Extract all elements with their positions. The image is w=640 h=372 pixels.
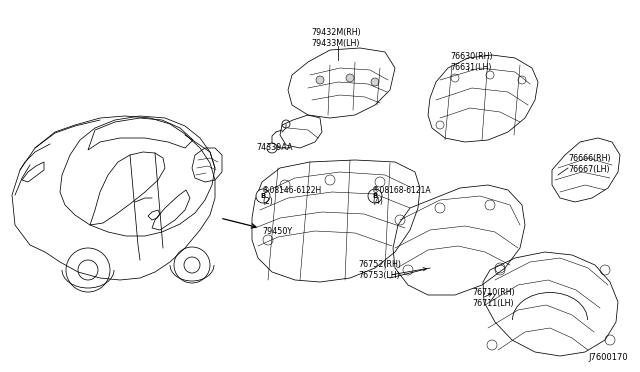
Text: 76752(RH)
76753(LH): 76752(RH) 76753(LH) [358,260,401,280]
Text: 79432M(RH)
79433M(LH): 79432M(RH) 79433M(LH) [311,28,361,48]
Text: ®08146-6122H
(2): ®08146-6122H (2) [262,186,321,206]
Text: B: B [372,193,378,199]
Circle shape [316,76,324,84]
Text: 79450Y: 79450Y [262,228,292,237]
Text: 76666(RH)
76667(LH): 76666(RH) 76667(LH) [568,154,611,174]
Circle shape [346,74,354,82]
Circle shape [368,189,382,203]
Text: J7600170: J7600170 [588,353,628,362]
Text: 74339AA: 74339AA [256,144,292,153]
Circle shape [256,189,270,203]
Circle shape [371,78,379,86]
Text: 76630(RH)
76631(LH): 76630(RH) 76631(LH) [450,52,493,72]
Text: ®08168-6121A
(4): ®08168-6121A (4) [372,186,431,206]
Text: 76710(RH)
76711(LH): 76710(RH) 76711(LH) [472,288,515,308]
Text: B: B [260,193,266,199]
